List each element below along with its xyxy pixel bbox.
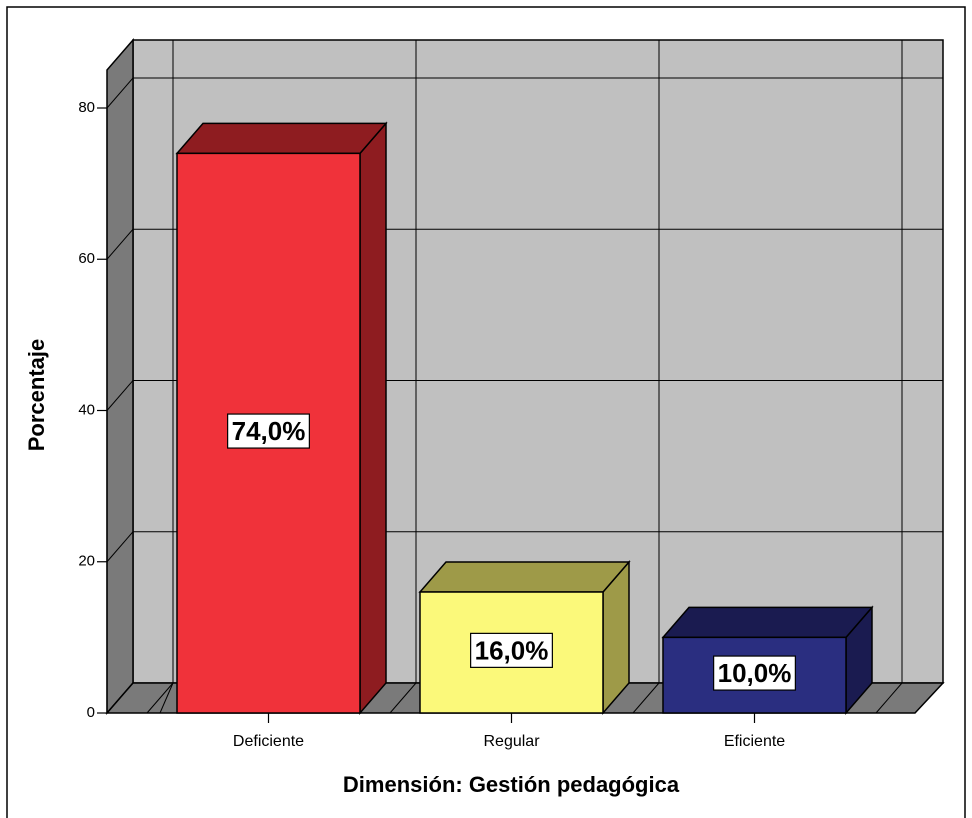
x-tick-label: Deficiente	[233, 733, 304, 750]
side-grid-line	[106, 228, 134, 260]
x-tick-label: Regular	[483, 733, 540, 750]
floor-line	[389, 682, 417, 714]
floor-line	[159, 682, 174, 714]
y-axis-label: Porcentaje	[24, 339, 49, 452]
x-axis-label: Dimensión: Gestión pedagógica	[343, 772, 680, 797]
bar-top	[175, 122, 388, 155]
side-grid-line	[106, 682, 134, 714]
floor-line	[146, 682, 174, 714]
bar-top	[661, 606, 874, 639]
value-label-box	[227, 413, 310, 449]
side-grid-line	[106, 77, 134, 109]
y-tick-label: 0	[87, 704, 95, 721]
value-label-box	[713, 655, 796, 691]
bar-side	[359, 121, 387, 716]
value-label: 74,0%	[232, 416, 306, 446]
side-grid-line	[106, 531, 134, 563]
side-grid-line	[106, 380, 134, 411]
y-tick-label: 20	[78, 553, 95, 570]
side-wall	[106, 37, 134, 716]
y-tick-label: 60	[78, 250, 95, 267]
bar-top	[418, 561, 631, 593]
value-label: 16,0%	[475, 635, 549, 665]
bar	[662, 636, 847, 714]
floor-line	[875, 682, 903, 714]
x-tick-label: Eficiente	[724, 733, 785, 750]
y-tick-label: 80	[78, 99, 95, 116]
value-label: 10,0%	[718, 658, 792, 688]
y-tick-label: 40	[78, 401, 95, 418]
floor-line	[632, 682, 660, 714]
value-label-box	[470, 632, 553, 668]
